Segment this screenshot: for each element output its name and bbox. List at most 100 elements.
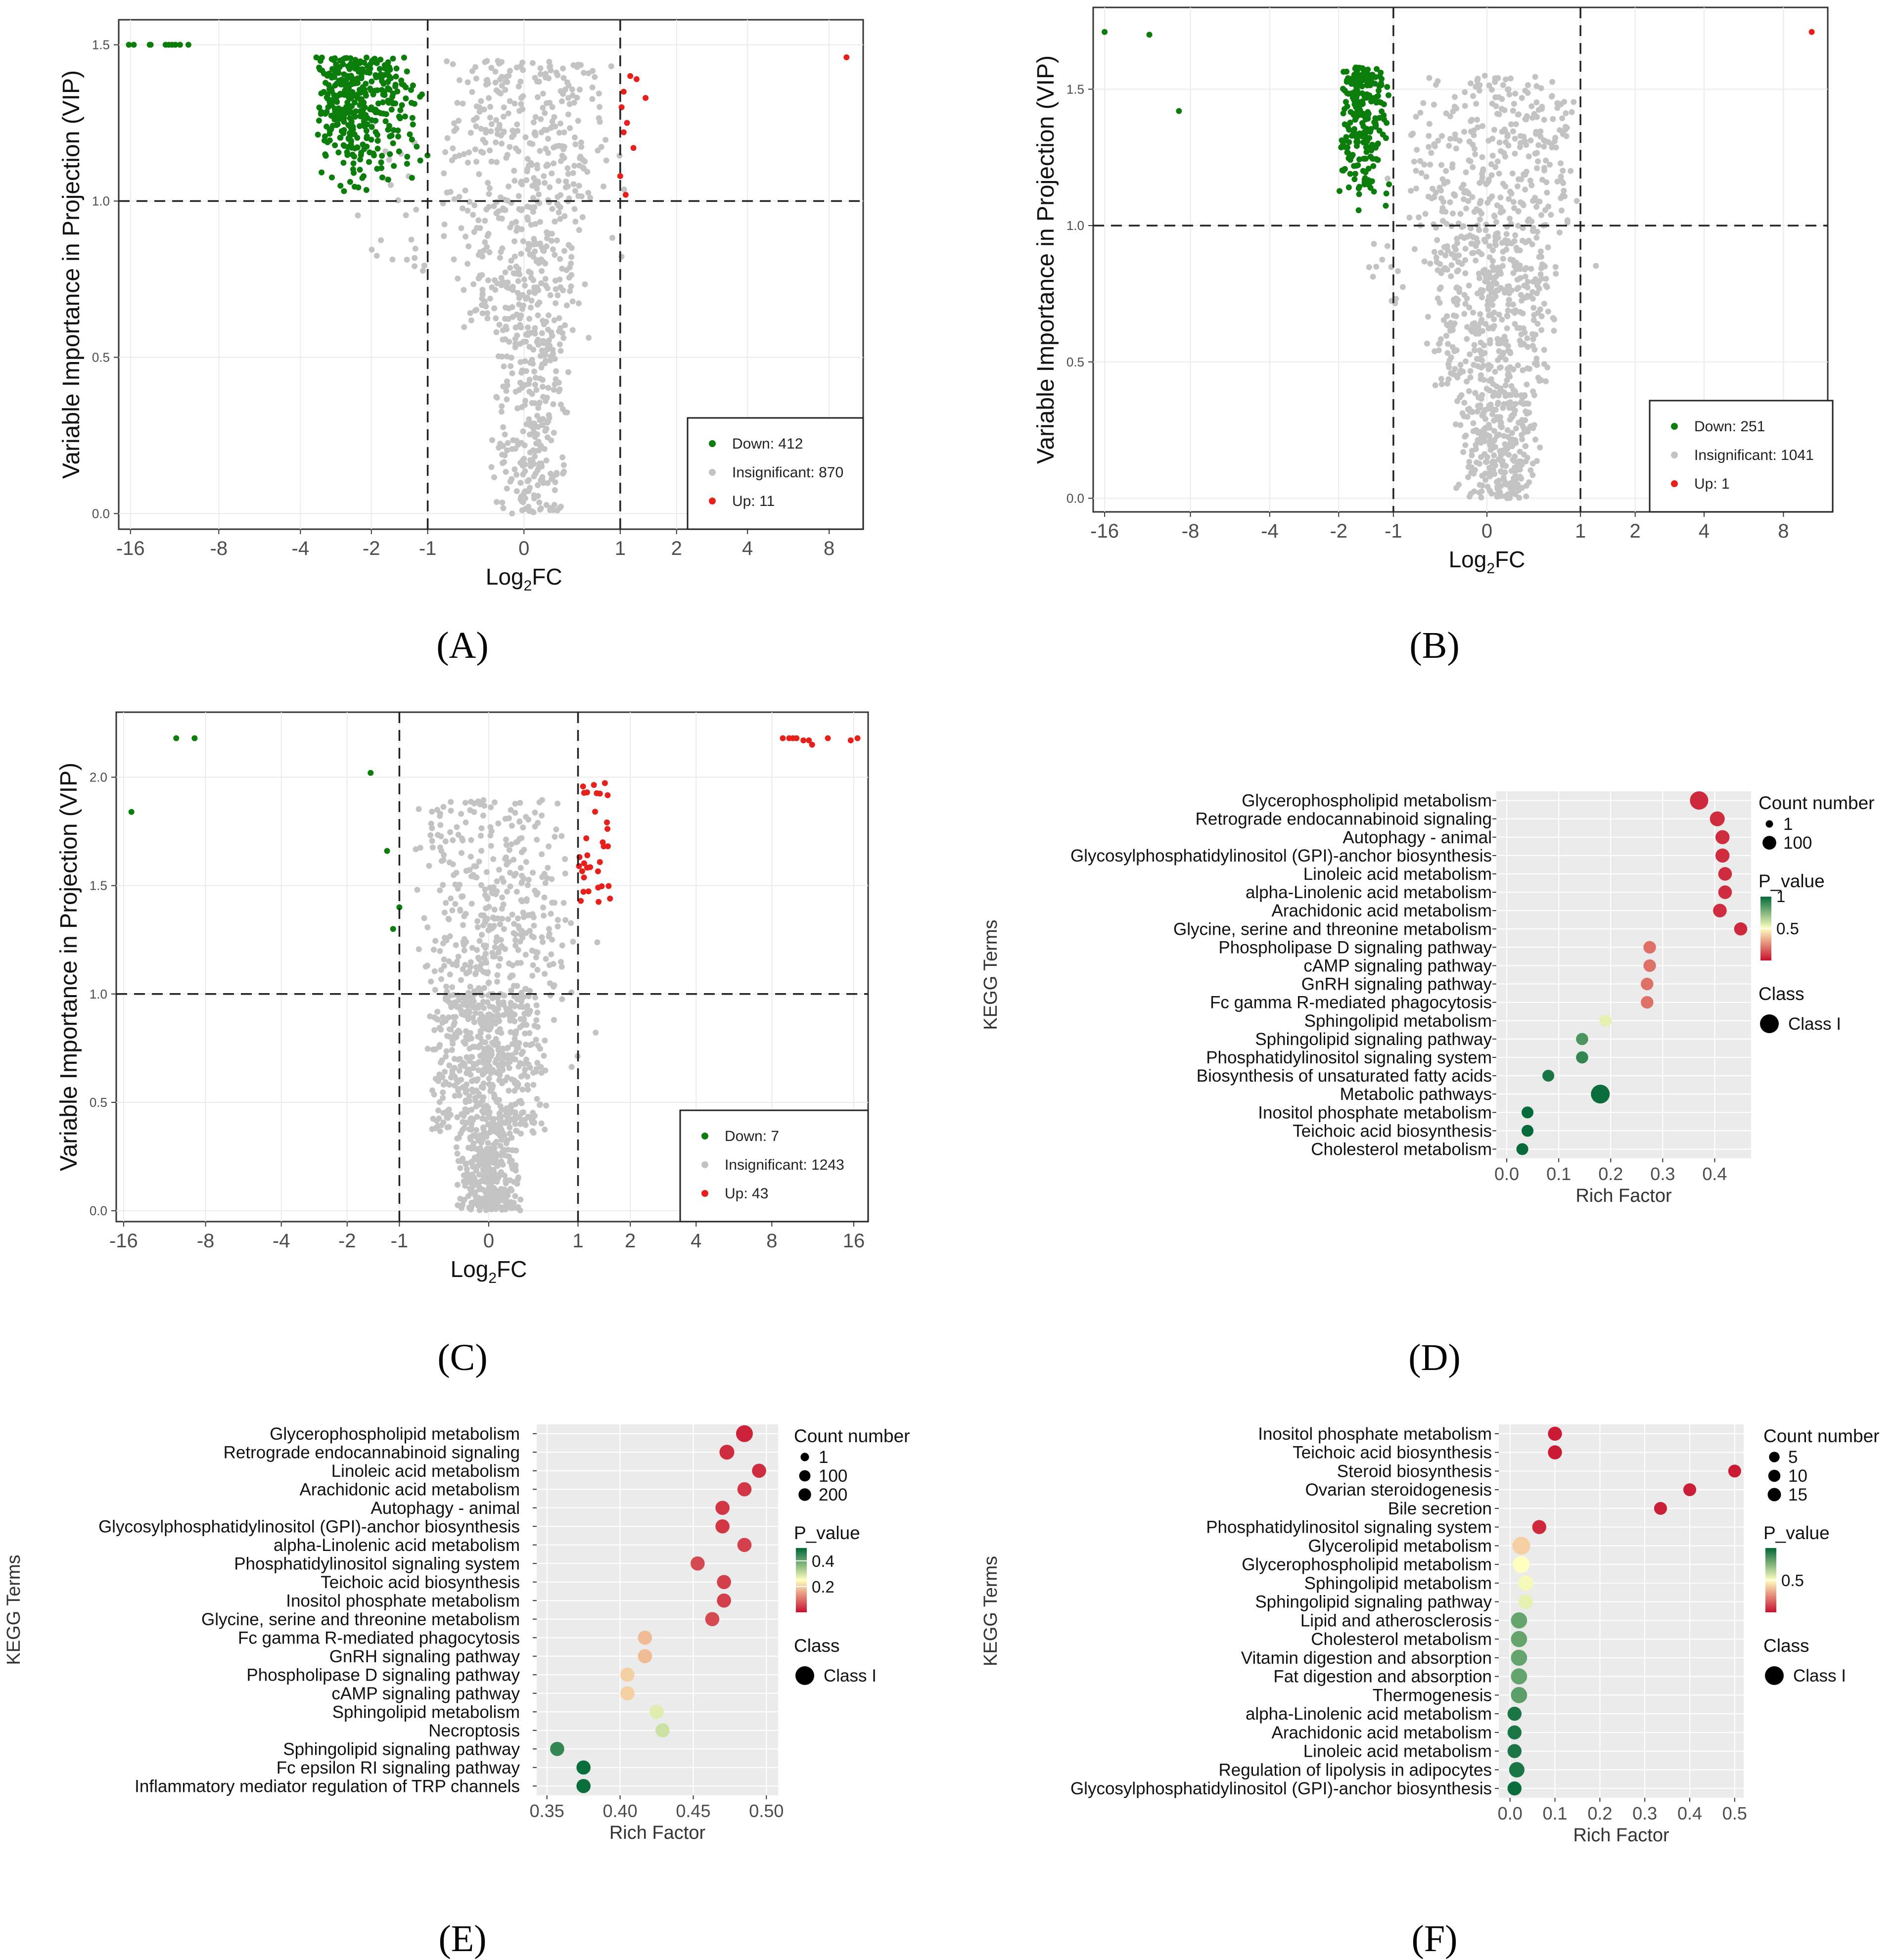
term-label: Steroid biosynthesis xyxy=(1337,1461,1492,1481)
insignificant-point xyxy=(1529,241,1535,247)
down-point xyxy=(390,91,396,97)
insignificant-point xyxy=(603,157,609,164)
insignificant-point xyxy=(474,1076,481,1082)
insignificant-point xyxy=(518,251,524,257)
volcano-panel-b: 0.00.51.01.5-16 -8 -4 -2 -1 0 1 2 4 8Log2FCVariab… xyxy=(1033,6,1834,577)
down-point xyxy=(316,64,323,71)
insignificant-point xyxy=(1536,254,1542,260)
class-legend-label: Class I xyxy=(1788,1014,1841,1034)
x-tick-label: 16 xyxy=(843,1230,865,1252)
insignificant-point xyxy=(496,866,502,873)
x-tick-label: -8 xyxy=(210,538,228,559)
insignificant-point xyxy=(549,170,555,177)
insignificant-point xyxy=(474,1146,481,1153)
insignificant-point xyxy=(1531,346,1538,353)
insignificant-point xyxy=(527,360,533,366)
insignificant-point xyxy=(563,178,569,184)
insignificant-point xyxy=(542,180,548,186)
x-tick-label: 2 xyxy=(671,538,682,559)
term-label: Linoleic acid metabolism xyxy=(1303,1742,1492,1761)
insignificant-point xyxy=(1530,388,1536,395)
down-point xyxy=(1373,156,1380,162)
insignificant-point xyxy=(520,1109,526,1115)
legend-swatch-insignificant xyxy=(1671,452,1678,458)
insignificant-point xyxy=(436,1099,443,1105)
color-legend-title: P_value xyxy=(1758,871,1825,891)
insignificant-point xyxy=(501,1172,508,1179)
legend-label-up: Up: 11 xyxy=(732,493,775,509)
insignificant-point xyxy=(487,295,493,302)
insignificant-point xyxy=(551,387,557,393)
size-legend-label: 1 xyxy=(1783,815,1793,834)
plot-area xyxy=(1499,1424,1744,1798)
insignificant-point xyxy=(1444,267,1450,273)
insignificant-point xyxy=(502,79,509,85)
insignificant-point xyxy=(544,127,550,133)
term-bubble xyxy=(576,1778,591,1793)
insignificant-point xyxy=(531,400,538,407)
down-point xyxy=(380,81,387,87)
insignificant-point xyxy=(527,140,533,146)
insignificant-point xyxy=(1593,263,1599,269)
color-legend-bar xyxy=(796,1548,807,1612)
down-point xyxy=(354,91,361,98)
insignificant-point xyxy=(540,939,546,945)
insignificant-point xyxy=(516,271,523,277)
insignificant-point xyxy=(442,838,449,845)
insignificant-point xyxy=(432,1125,439,1132)
insignificant-point xyxy=(547,184,553,190)
insignificant-point xyxy=(543,501,550,508)
insignificant-point xyxy=(464,1003,471,1009)
down-point xyxy=(1371,188,1377,195)
down-point xyxy=(397,115,403,122)
insignificant-point xyxy=(1421,258,1428,265)
insignificant-point xyxy=(1514,183,1521,189)
insignificant-point xyxy=(569,327,576,333)
insignificant-point xyxy=(526,376,533,383)
down-point xyxy=(1336,188,1342,194)
size-legend-label: 15 xyxy=(1788,1485,1807,1504)
insignificant-point xyxy=(553,143,559,149)
term-bubble xyxy=(1511,1668,1527,1685)
insignificant-point xyxy=(1503,246,1510,253)
insignificant-point xyxy=(469,89,475,95)
insignificant-point xyxy=(512,340,519,347)
insignificant-point xyxy=(1498,388,1504,394)
insignificant-point xyxy=(439,1057,445,1063)
insignificant-point xyxy=(542,971,548,977)
insignificant-point xyxy=(475,217,482,224)
insignificant-point xyxy=(431,1027,438,1033)
x-tick-label: -4 xyxy=(292,538,310,559)
y-tick-label: 0.5 xyxy=(1066,355,1084,369)
insignificant-point xyxy=(1543,179,1550,185)
insignificant-point xyxy=(478,848,485,854)
term-label: Retrograde endocannabinoid signaling xyxy=(1196,810,1492,829)
up-point xyxy=(592,809,599,815)
insignificant-point xyxy=(483,1175,490,1181)
insignificant-point xyxy=(438,976,445,982)
insignificant-point xyxy=(512,1121,518,1127)
insignificant-point xyxy=(424,962,431,969)
insignificant-point xyxy=(509,304,515,311)
insignificant-point xyxy=(451,256,457,263)
insignificant-point xyxy=(1518,292,1524,298)
insignificant-point xyxy=(1558,207,1565,214)
insignificant-point xyxy=(1467,374,1474,381)
insignificant-point xyxy=(1467,232,1473,239)
insignificant-point xyxy=(455,1056,462,1063)
insignificant-point xyxy=(1560,168,1566,174)
down-point xyxy=(1368,78,1375,85)
insignificant-point xyxy=(441,956,447,962)
insignificant-point xyxy=(602,137,609,143)
up-point xyxy=(622,191,629,198)
down-point xyxy=(379,174,385,181)
insignificant-point xyxy=(505,1114,511,1121)
insignificant-point xyxy=(1470,141,1476,148)
insignificant-point xyxy=(458,1077,464,1083)
insignificant-point xyxy=(462,1183,468,1189)
insignificant-point xyxy=(1495,482,1502,489)
insignificant-point xyxy=(522,358,528,365)
insignificant-point xyxy=(1462,270,1469,276)
insignificant-point xyxy=(552,252,558,258)
insignificant-point xyxy=(1508,190,1515,197)
